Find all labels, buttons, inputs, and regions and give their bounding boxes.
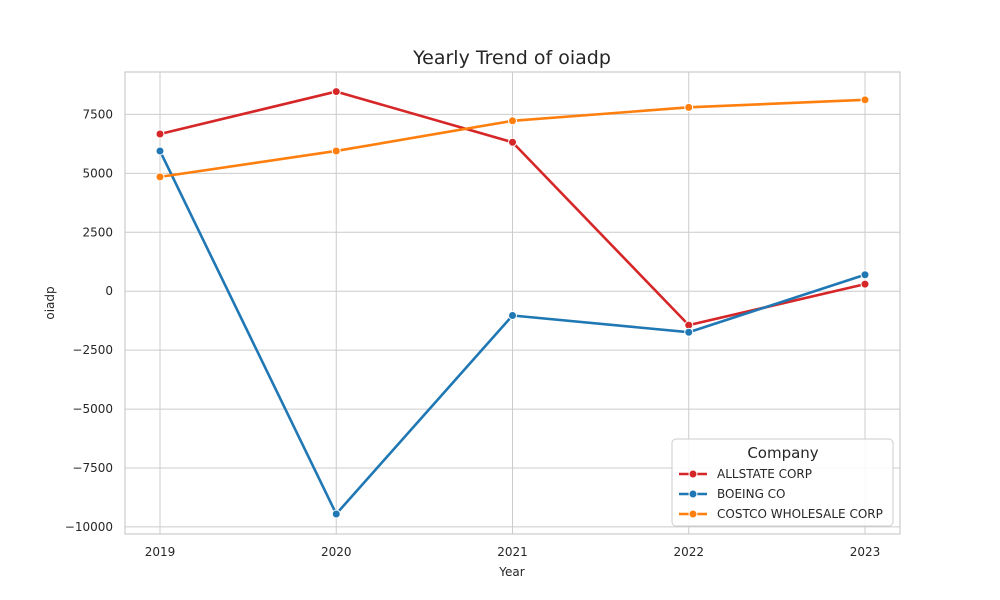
- data-point: [331, 509, 341, 519]
- legend-item: BOEING CO: [679, 487, 786, 501]
- data-point: [860, 95, 870, 105]
- legend-label: COSTCO WHOLESALE CORP: [717, 507, 883, 521]
- legend: Company ALLSTATE CORP BOEING CO COSTCO WHO…: [671, 438, 894, 527]
- data-point: [155, 129, 165, 139]
- series-boeing-co: [155, 146, 870, 519]
- data-point: [331, 87, 341, 97]
- y-tick-labels: −10000 −7500 −5000 −2500 0 2500 5000 7500: [65, 107, 113, 534]
- x-tick-label: 2023: [850, 545, 881, 559]
- y-tick-label: −7500: [72, 461, 113, 475]
- data-point: [155, 172, 165, 182]
- y-tick-label: −2500: [72, 343, 113, 357]
- x-tick-label: 2021: [497, 545, 528, 559]
- chart-title: Yearly Trend of oiadp: [412, 47, 611, 69]
- series-costco-wholesale-corp: [155, 95, 870, 182]
- data-point: [684, 102, 694, 112]
- x-tick-label: 2020: [321, 545, 352, 559]
- data-point: [860, 270, 870, 280]
- legend-marker: [688, 469, 698, 479]
- x-tick-label: 2019: [145, 545, 176, 559]
- x-tick-label: 2022: [673, 545, 704, 559]
- legend-label: BOEING CO: [717, 487, 786, 501]
- legend-item: COSTCO WHOLESALE CORP: [679, 507, 883, 521]
- legend-items: ALLSTATE CORP BOEING CO COSTCO WHOLESALE C…: [679, 467, 883, 521]
- series-layer: [155, 87, 870, 519]
- data-point: [508, 116, 517, 126]
- data-point: [155, 146, 165, 156]
- y-tick-label: 5000: [82, 166, 113, 180]
- plot-area: [124, 71, 901, 535]
- legend-label: ALLSTATE CORP: [717, 467, 812, 481]
- x-tick-labels: 2019 2020 2021 2022 2023: [145, 545, 881, 559]
- data-point: [508, 310, 517, 320]
- y-tick-label: 2500: [82, 225, 113, 239]
- legend-marker: [688, 489, 698, 499]
- y-tick-label: −10000: [65, 520, 113, 534]
- y-tick-label: 7500: [82, 107, 113, 121]
- y-tick-label: 0: [105, 284, 113, 298]
- data-point: [508, 137, 517, 147]
- data-point: [684, 327, 694, 337]
- y-tick-label: −5000: [72, 402, 113, 416]
- data-point: [860, 279, 870, 289]
- series-allstate-corp: [155, 87, 870, 330]
- legend-box: [671, 438, 894, 527]
- y-axis-label: oiadp: [43, 286, 57, 319]
- legend-item: ALLSTATE CORP: [679, 467, 812, 481]
- legend-marker: [688, 509, 698, 519]
- x-axis-label: Year: [498, 565, 524, 579]
- data-point: [331, 146, 341, 156]
- legend-title: Company: [747, 444, 818, 462]
